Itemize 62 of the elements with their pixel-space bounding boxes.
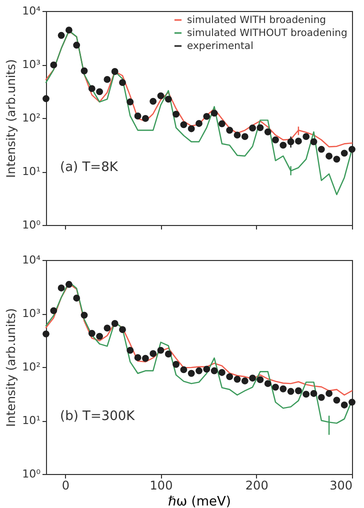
y-axis-title: Intensity (arb.units) bbox=[4, 59, 18, 178]
point bbox=[318, 146, 325, 153]
point bbox=[326, 152, 333, 160]
point bbox=[249, 124, 256, 132]
point bbox=[119, 79, 126, 86]
point bbox=[134, 112, 142, 120]
y-tick-label: 10¹ bbox=[22, 414, 40, 427]
y-tick-label: 10⁴ bbox=[22, 254, 42, 266]
point bbox=[172, 110, 180, 118]
point bbox=[88, 85, 96, 92]
point bbox=[58, 32, 65, 39]
x-axis-title: ℏω (meV) bbox=[168, 494, 231, 508]
point bbox=[333, 156, 340, 163]
point bbox=[196, 120, 202, 127]
point bbox=[73, 42, 80, 49]
y-tick-label: 10² bbox=[22, 360, 40, 374]
point bbox=[50, 62, 58, 68]
point bbox=[241, 133, 248, 140]
point bbox=[157, 92, 164, 100]
y-tick-label: 10⁰ bbox=[22, 468, 42, 480]
point bbox=[302, 133, 310, 140]
point bbox=[272, 136, 279, 144]
y-tick-label: 10¹ bbox=[22, 165, 40, 178]
point bbox=[310, 138, 318, 146]
y-tick-label: 10² bbox=[22, 112, 40, 124]
point bbox=[234, 132, 241, 139]
point bbox=[348, 146, 356, 153]
legend-label: simulated WITH broadening bbox=[187, 15, 326, 26]
y-tick-label: 10⁴ bbox=[22, 4, 42, 18]
legend-label: simulated WITHOUT broadening bbox=[187, 28, 348, 39]
y-tick-label: 10³ bbox=[22, 307, 40, 320]
point bbox=[96, 88, 104, 96]
point bbox=[104, 76, 111, 83]
point bbox=[264, 128, 272, 136]
annotation: (a) T=8K bbox=[60, 160, 118, 175]
point bbox=[65, 26, 72, 34]
x-tick-label: 0 bbox=[62, 478, 70, 492]
point bbox=[218, 120, 226, 128]
point bbox=[142, 115, 149, 122]
point bbox=[280, 142, 287, 149]
annotation: (b) T=300K bbox=[60, 409, 136, 424]
legend-label: experimental bbox=[187, 41, 254, 52]
point bbox=[111, 68, 118, 75]
point bbox=[180, 121, 188, 128]
y-tick-label: 10³ bbox=[22, 58, 40, 71]
point bbox=[188, 125, 195, 132]
x-tick-label: 300 bbox=[330, 478, 352, 492]
x-tick-label: 200 bbox=[245, 478, 268, 492]
point bbox=[226, 126, 234, 134]
point bbox=[164, 96, 172, 103]
point bbox=[42, 95, 50, 102]
point bbox=[203, 112, 210, 120]
point bbox=[210, 110, 218, 117]
x-tick-label: 100 bbox=[150, 478, 173, 492]
y-tick-label: 10⁰ bbox=[22, 218, 42, 232]
point bbox=[126, 98, 134, 106]
point bbox=[80, 67, 88, 74]
y-axis-title: Intensity (arb.units) bbox=[4, 308, 18, 427]
point bbox=[340, 150, 348, 157]
point bbox=[294, 138, 302, 145]
point bbox=[150, 98, 157, 105]
point bbox=[256, 124, 264, 132]
